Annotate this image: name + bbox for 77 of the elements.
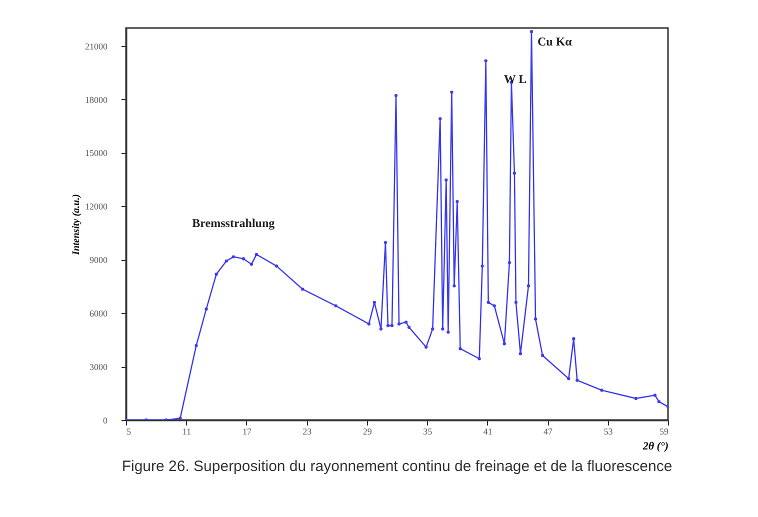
point <box>390 324 394 328</box>
point <box>526 284 530 288</box>
point <box>653 394 657 397</box>
point <box>502 342 506 346</box>
point <box>372 300 376 304</box>
point <box>431 327 434 331</box>
point <box>512 172 516 175</box>
annotation: Cu Kα <box>537 34 572 49</box>
x-tick-label: 35 <box>423 426 433 436</box>
point <box>407 326 411 329</box>
y-tick-label: 6000 <box>90 308 108 319</box>
x-tick-label: 59 <box>660 426 669 436</box>
point <box>394 94 398 98</box>
point <box>530 30 534 34</box>
point <box>458 347 462 350</box>
point <box>424 346 428 349</box>
y-axis-title: Intensity (a.u.) <box>71 194 82 256</box>
y-tick-label: 21000 <box>85 41 108 52</box>
y-tick-label: 3000 <box>90 362 108 372</box>
annotation: W L <box>504 72 527 86</box>
point <box>438 117 442 120</box>
x-tick-label: 23 <box>302 426 312 436</box>
x-tick-label: 17 <box>242 426 252 436</box>
x-tick-label: 41 <box>483 426 492 436</box>
point <box>301 288 304 291</box>
y-tick-label: 9000 <box>90 255 108 266</box>
point <box>386 324 390 328</box>
point <box>274 264 278 268</box>
y-tick-label: 0 <box>103 416 108 426</box>
point <box>178 416 182 420</box>
point <box>232 255 235 258</box>
point <box>204 307 208 311</box>
point <box>576 378 579 382</box>
point <box>480 264 484 268</box>
caption: Figure 26. Superposition du rayonnement continu de freinage et de la fluorescence <box>122 458 672 475</box>
point <box>384 240 388 244</box>
point <box>634 396 638 400</box>
point <box>486 300 490 304</box>
point <box>441 327 444 331</box>
point <box>214 272 218 276</box>
point <box>334 304 338 308</box>
x-tick-label: 5 <box>126 426 132 436</box>
x-tick-label: 47 <box>544 426 554 436</box>
y-tick-label: 18000 <box>85 94 108 105</box>
x-tick-label: 29 <box>362 426 372 436</box>
point <box>534 317 538 321</box>
x-tick-label: 11 <box>182 426 192 436</box>
point <box>484 59 488 62</box>
point <box>478 357 481 360</box>
point <box>444 178 448 182</box>
point <box>600 388 604 392</box>
point <box>452 284 456 288</box>
point <box>492 304 496 308</box>
point <box>518 352 522 356</box>
point <box>250 262 254 266</box>
point <box>397 322 401 326</box>
point <box>567 377 570 380</box>
point <box>456 200 459 204</box>
point <box>404 320 408 324</box>
point <box>450 90 454 94</box>
point <box>446 330 450 334</box>
point <box>379 327 383 331</box>
point <box>572 337 576 340</box>
point <box>514 300 518 304</box>
annotation: Bremsstrahlung <box>192 216 275 230</box>
y-tick-label: 15000 <box>85 148 108 158</box>
point <box>367 322 370 326</box>
point <box>508 261 511 264</box>
x-tick-label: 53 <box>604 426 614 436</box>
x-axis-title: 2θ (°) <box>642 440 668 452</box>
point <box>657 400 661 404</box>
y-tick-label: 12000 <box>85 202 108 212</box>
point <box>242 257 246 260</box>
point <box>540 354 544 358</box>
point <box>224 259 228 263</box>
point <box>194 344 198 348</box>
point <box>254 252 258 256</box>
